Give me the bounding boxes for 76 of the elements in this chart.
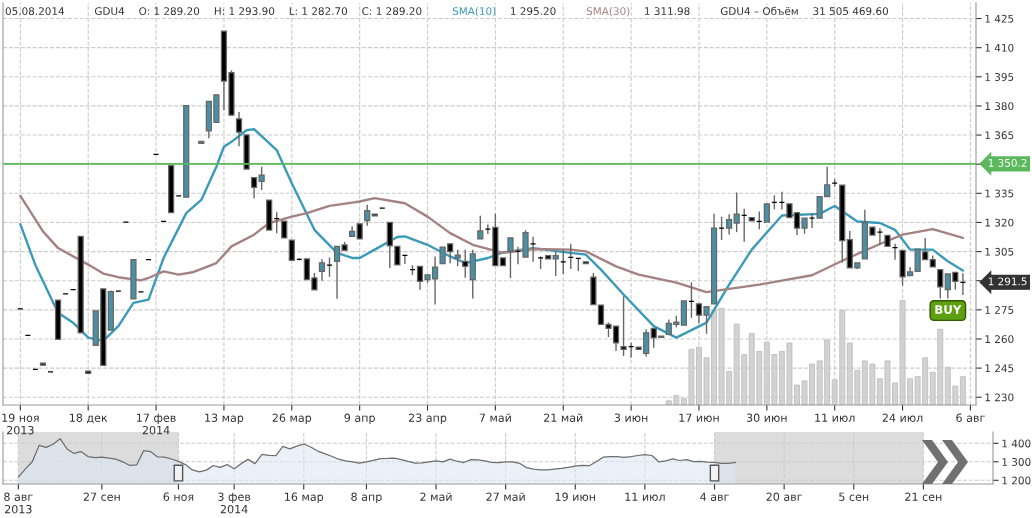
annotation: 1 311.98 — [645, 7, 690, 16]
y-tick-label: 1 395 — [985, 73, 1014, 81]
annotation: BUY — [935, 305, 962, 314]
x-tick-label: 6 авг — [956, 413, 985, 422]
x-tick-label: 19 ноя 2013 — [2, 413, 39, 435]
x-tick-label: 26 мар — [272, 413, 312, 425]
x-tick-label: 11 июл — [625, 492, 665, 501]
y-tick-label: 1 260 — [985, 335, 1014, 344]
candlestick — [937, 268, 944, 300]
x-tick-label: 5 сен — [839, 492, 869, 501]
x-tick-label: 13 мар — [205, 413, 244, 425]
x-tick-label: 16 мар — [285, 492, 324, 504]
x-tick-label: 27 сен — [83, 492, 120, 501]
candlestick — [288, 239, 295, 261]
y-tick-label: 1 230 — [985, 393, 1014, 402]
candlestick — [394, 245, 401, 266]
x-tick-label: 2 май — [420, 492, 452, 501]
x-tick-label: 18 дек — [69, 413, 108, 424]
y-tick-label: 1 380 — [985, 102, 1014, 111]
x-tick-label: 4 авг — [700, 492, 729, 501]
x-tick-label: 6 ноя — [163, 492, 194, 501]
x-tick-label: 17 июн — [679, 413, 719, 422]
candlestick — [235, 111, 243, 147]
candlestick — [733, 191, 740, 233]
annotation: 1 295.20 — [511, 7, 556, 16]
candlestick — [318, 258, 326, 282]
y-tick-label: 1 400 — [1002, 439, 1031, 448]
text: 1 291.5 — [988, 277, 1027, 286]
annotation: 05.08.2014 — [5, 7, 65, 16]
y-tick-label: 1 305 — [985, 247, 1014, 256]
annotation: C: 1 289.20 — [362, 7, 422, 16]
candlestick — [364, 204, 371, 227]
candlestick — [726, 213, 733, 236]
x-tick-label: 8 авг 2013 — [4, 492, 33, 514]
annotation: L: 1 282.70 — [289, 7, 348, 16]
candlestick — [477, 215, 484, 240]
candlestick — [763, 203, 770, 223]
x-tick-label: 27 май — [486, 492, 525, 501]
text: SMA(30) — [586, 6, 630, 17]
x-tick-label: 21 май — [544, 413, 583, 422]
y-tick-label: 1 245 — [985, 364, 1014, 373]
annotation: H: 1 293.90 — [214, 7, 275, 16]
line-series — [19, 128, 965, 343]
y-tick-label: 1 425 — [985, 14, 1014, 23]
y-tick-label: 1 335 — [985, 189, 1014, 198]
line-series — [19, 194, 965, 294]
annotation: GDU4 — [94, 7, 125, 16]
x-tick-label: 3 июн — [614, 413, 648, 422]
x-tick-label: 30 июн — [746, 413, 787, 422]
annotation: GDU4 – Объём — [720, 6, 798, 16]
y-tick-label: 1 275 — [985, 306, 1014, 314]
x-tick-label: 24 июл — [882, 413, 923, 422]
candlestick — [386, 221, 393, 269]
y-tick-label: 1 365 — [985, 131, 1014, 140]
ref-line-label: 1 350.2 — [988, 158, 1027, 167]
candlestick — [620, 295, 627, 357]
y-tick-label: 1 300 — [1002, 458, 1031, 466]
y-tick-label: 1 410 — [985, 43, 1014, 52]
x-tick-label: 20 авг — [766, 492, 803, 501]
text: SMA(10) — [452, 6, 496, 17]
candlestick — [462, 248, 469, 279]
annotation: O: 1 289.20 — [139, 7, 200, 16]
x-tick-label: 8 апр — [351, 492, 382, 504]
x-tick-label: 7 май — [479, 413, 511, 422]
x-tick-label: 9 апр — [344, 413, 375, 425]
x-tick-label: 11 июл — [815, 413, 855, 422]
x-tick-label: 3 фев 2014 — [218, 492, 251, 514]
candlestick — [507, 237, 514, 279]
annotation: 31 505 469.60 — [813, 7, 889, 16]
y-tick-label: 1 200 — [1002, 476, 1031, 485]
y-tick-label: 1 320 — [985, 218, 1014, 227]
x-tick-label: 23 апр — [408, 413, 447, 425]
x-tick-label: 19 июн — [555, 492, 596, 501]
candlestick — [552, 250, 559, 277]
x-tick-label: 17 фев 2014 — [137, 413, 176, 435]
x-tick-label: 21 сен — [905, 492, 942, 501]
